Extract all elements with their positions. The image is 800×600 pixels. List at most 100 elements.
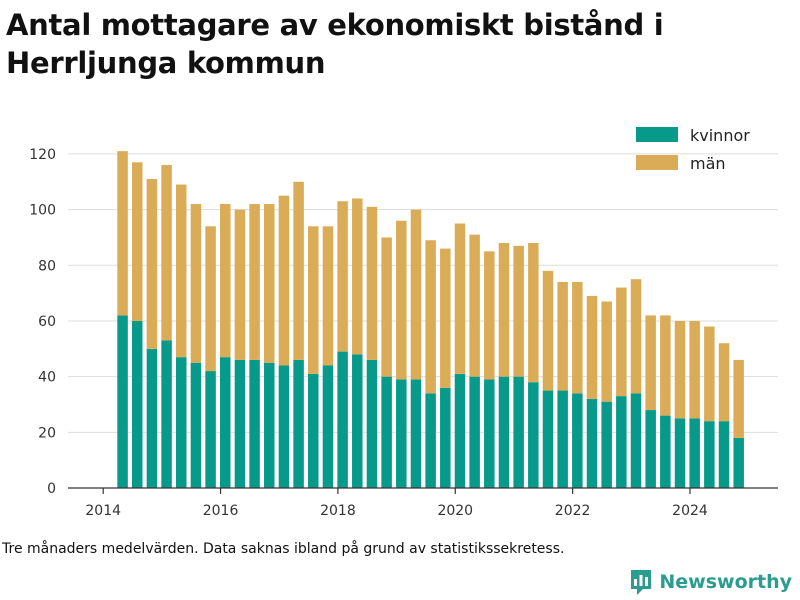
bar-kvinnor: [410, 379, 422, 488]
bar-man: [308, 226, 319, 374]
brand-logo: Newsworthy: [629, 568, 792, 596]
bar-man: [175, 184, 187, 358]
bar-kvinnor: [278, 365, 290, 488]
bar-man: [498, 243, 510, 377]
bar-man: [117, 151, 128, 316]
bar-man: [337, 201, 348, 352]
bar-man: [161, 165, 172, 341]
y-tick-label-80: 80: [38, 258, 56, 274]
x-tick-label-2022: 2022: [555, 503, 591, 519]
bar-kvinnor: [322, 365, 334, 488]
y-tick-label-100: 100: [29, 203, 56, 219]
newsworthy-logo-icon: [631, 570, 652, 595]
bar-man: [264, 204, 275, 363]
bar-kvinnor: [249, 359, 260, 488]
bar-kvinnor: [645, 410, 656, 488]
bar-man: [352, 198, 363, 355]
bar-kvinnor: [440, 387, 451, 488]
legend-swatch-kvinnor: [636, 127, 678, 142]
bar-man: [586, 295, 598, 399]
bar-kvinnor: [689, 418, 700, 488]
bar-man: [557, 281, 568, 391]
bar-kvinnor: [586, 398, 598, 488]
y-tick-label-60: 60: [38, 314, 56, 330]
bar-kvinnor: [161, 340, 172, 488]
bar-man: [572, 281, 583, 394]
bar-kvinnor: [131, 320, 143, 488]
x-tick-label-2014: 2014: [85, 503, 121, 519]
bar-man: [396, 220, 407, 380]
x-tick-label-2024: 2024: [672, 503, 708, 519]
brand-name: Newsworthy: [659, 571, 792, 593]
bar-man: [674, 320, 686, 419]
bar-kvinnor: [630, 393, 642, 488]
bar-man: [718, 343, 730, 422]
footnote: Tre månaders medelvärden. Data saknas ib…: [2, 541, 565, 557]
bar-kvinnor: [572, 393, 583, 488]
bar-kvinnor: [366, 359, 378, 488]
bar-kvinnor: [425, 393, 436, 488]
bar-kvinnor: [175, 357, 187, 488]
axes: 0 20 40 60 80 100 120 2014 2016 2018 2020 2022 2024: [29, 147, 778, 519]
bar-man: [410, 209, 422, 380]
y-tick-label-120: 120: [29, 147, 56, 163]
bar-man: [440, 248, 451, 388]
bar-kvinnor: [601, 401, 612, 488]
bar-man: [645, 315, 656, 411]
bar-man: [484, 251, 495, 380]
bar-kvinnor: [454, 373, 466, 488]
bar-kvinnor: [337, 351, 348, 488]
bar-kvinnor: [733, 437, 744, 488]
bar-kvinnor: [308, 373, 319, 488]
bar-kvinnor: [264, 362, 275, 488]
bar-kvinnor: [513, 376, 524, 488]
bar-kvinnor: [484, 379, 495, 488]
bar-man: [601, 301, 612, 402]
legend-label-kvinnor: kvinnor: [690, 126, 750, 145]
bar-man: [542, 270, 554, 391]
x-tick-label-2016: 2016: [203, 503, 239, 519]
bar-kvinnor: [704, 421, 715, 488]
bar-man: [278, 195, 290, 366]
bar-man: [234, 209, 246, 360]
bar-kvinnor: [146, 348, 158, 488]
bar-man: [513, 245, 524, 377]
bar-kvinnor: [352, 354, 363, 488]
legend: kvinnor män: [636, 126, 750, 173]
bar-man: [469, 234, 480, 377]
bar-man: [660, 315, 671, 416]
legend-label-man: män: [690, 154, 726, 173]
bar-kvinnor: [616, 396, 627, 488]
bar-kvinnor: [660, 415, 671, 488]
bar-kvinnor: [469, 376, 480, 488]
bar-man: [146, 178, 158, 349]
gridlines: [68, 153, 778, 433]
bar-man: [704, 326, 715, 422]
bar-kvinnor: [220, 357, 231, 488]
bar-kvinnor: [718, 421, 730, 488]
bars: [117, 151, 744, 488]
bar-man: [322, 226, 334, 366]
bar-kvinnor: [117, 315, 128, 488]
bar-man: [220, 204, 231, 358]
y-tick-label-40: 40: [38, 370, 56, 386]
x-tick-label-2018: 2018: [320, 503, 356, 519]
bar-man: [733, 359, 744, 438]
bar-man: [249, 204, 260, 360]
y-tick-label-0: 0: [47, 481, 56, 497]
bar-kvinnor: [205, 371, 216, 488]
bar-kvinnor: [674, 418, 686, 488]
bar-man: [454, 223, 466, 374]
bar-man: [616, 287, 627, 397]
bar-kvinnor: [293, 359, 304, 488]
legend-swatch-man: [636, 155, 678, 170]
bar-man: [528, 243, 539, 383]
bar-man: [190, 204, 202, 363]
chart-title: Antal mottagare av ekonomiskt bistånd i …: [6, 8, 664, 80]
bar-man: [425, 240, 436, 394]
bar-kvinnor: [381, 376, 392, 488]
bar-man: [689, 320, 700, 419]
bar-kvinnor: [190, 362, 202, 488]
bar-man: [205, 226, 216, 372]
